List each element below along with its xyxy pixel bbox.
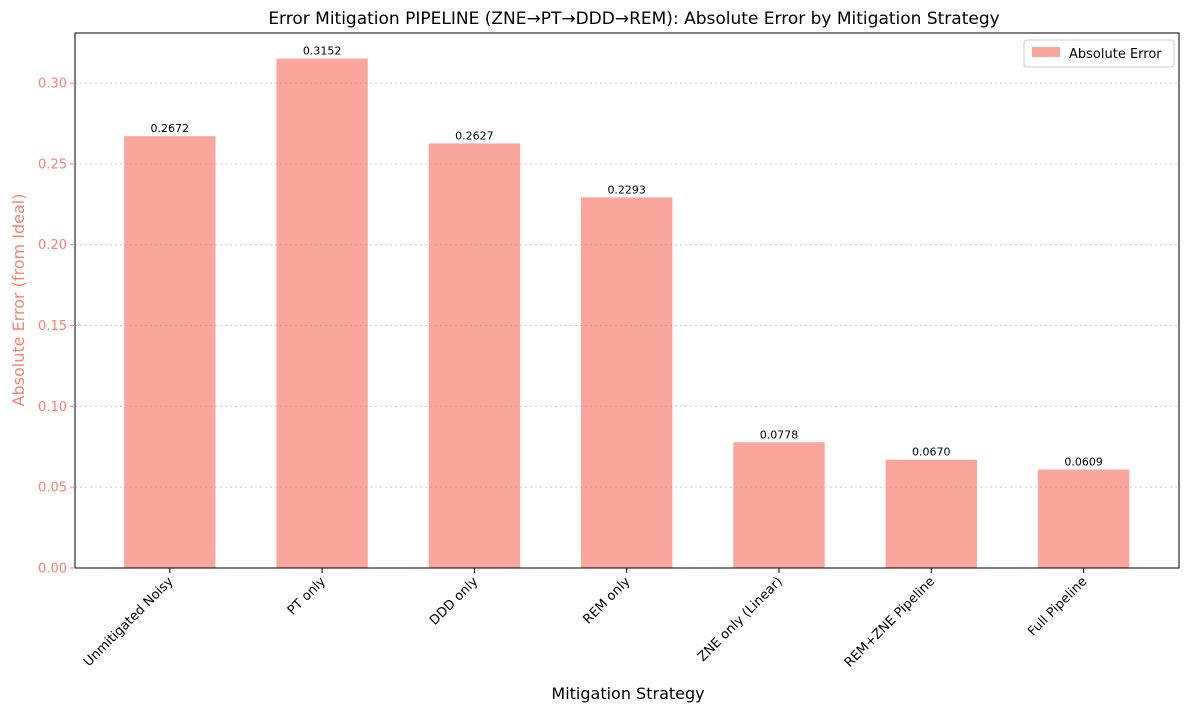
bar — [1037, 469, 1130, 568]
y-axis-ticks: 0.00 0.05 0.10 0.15 0.20 0.25 0.30 — [38, 77, 75, 577]
data-label: 0.2672 — [151, 122, 190, 135]
y-tick-label: 0.25 — [38, 157, 67, 172]
x-tick-label: PT only — [285, 574, 329, 618]
data-labels: 0.2672 0.3152 0.2627 0.2293 0.0778 0.0670 0.06… — [151, 45, 1103, 469]
x-tick-label: Unmitigated Noisy — [81, 574, 177, 670]
x-tick-label: ZNE only (Linear) — [695, 574, 786, 665]
y-tick-label: 0.10 — [38, 400, 67, 415]
data-label: 0.2293 — [607, 183, 646, 196]
y-tick-label: 0.05 — [38, 481, 67, 496]
bar — [733, 442, 825, 568]
data-label: 0.2627 — [455, 129, 494, 142]
bar — [276, 58, 368, 568]
y-tick-label: 0.30 — [38, 77, 67, 92]
bar — [885, 459, 977, 568]
x-axis-ticks: Unmitigated Noisy PT only DDD only REM only… — [81, 568, 1090, 671]
data-label: 0.0609 — [1064, 456, 1103, 469]
bar — [581, 197, 673, 568]
bar — [428, 143, 521, 568]
legend-box — [1023, 39, 1175, 68]
y-axis-label: Absolute Error (from Ideal) — [9, 194, 28, 407]
bar — [124, 136, 216, 568]
y-tick-label: 0.20 — [38, 238, 67, 253]
x-tick-label: REM+ZNE Pipeline — [842, 574, 938, 670]
y-tick-label: 0.00 — [38, 562, 67, 577]
data-label: 0.0778 — [760, 428, 799, 441]
x-axis-label: Mitigation Strategy — [551, 684, 704, 703]
chart-title: Error Mitigation PIPELINE (ZNE→PT→DDD→RE… — [268, 9, 999, 29]
y-tick-label: 0.15 — [38, 319, 67, 334]
x-tick-label: DDD only — [427, 574, 481, 628]
data-label: 0.3152 — [303, 45, 342, 58]
data-label: 0.0670 — [912, 446, 951, 459]
legend: Absolute Error — [1023, 39, 1175, 68]
legend-label: Absolute Error — [1069, 47, 1162, 62]
x-tick-label: Full Pipeline — [1025, 574, 1090, 639]
legend-swatch — [1032, 47, 1060, 57]
x-tick-label: REM only — [580, 574, 633, 627]
bars — [124, 58, 1130, 568]
